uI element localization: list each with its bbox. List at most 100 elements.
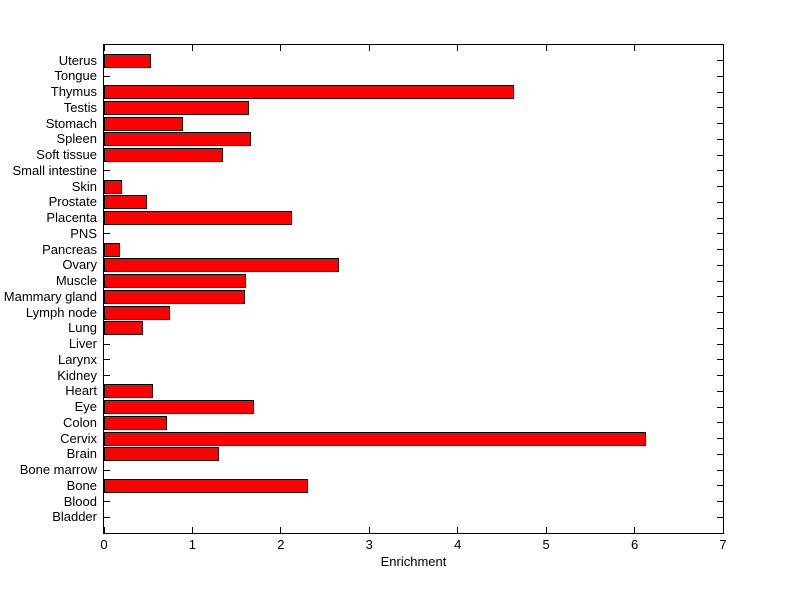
x-tick-bottom [545, 527, 547, 533]
y-tick-right [717, 375, 723, 377]
y-tick-label: Ovary [62, 257, 97, 273]
bar [104, 100, 250, 115]
y-tick-right [717, 217, 723, 219]
bar [104, 53, 151, 68]
bar [104, 242, 121, 257]
y-tick-right [717, 422, 723, 424]
x-tick-bottom [368, 527, 370, 533]
y-tick-label: Thymus [50, 84, 97, 100]
y-tick-right [717, 516, 723, 518]
bar [104, 447, 220, 462]
y-tick-right [717, 201, 723, 203]
y-tick-label: Cervix [60, 430, 97, 446]
y-tick-label: Testis [63, 99, 97, 115]
y-tick-right [717, 343, 723, 345]
x-tick-bottom [634, 527, 636, 533]
x-tick-bottom [722, 527, 724, 533]
y-tick-right [717, 138, 723, 140]
bar [104, 195, 147, 210]
y-tick-right [717, 359, 723, 361]
y-tick-right [717, 501, 723, 503]
y-tick-left [104, 75, 110, 77]
y-tick-right [717, 280, 723, 282]
y-tick-label: Placenta [46, 210, 97, 226]
x-tick-bottom [457, 527, 459, 533]
y-tick-right [717, 107, 723, 109]
x-tick-bottom [103, 527, 105, 533]
y-tick-label: Lymph node [25, 304, 97, 320]
bar [104, 400, 255, 415]
y-tick-label: Uterus [58, 52, 97, 68]
y-tick-right [717, 154, 723, 156]
y-tick-right [717, 75, 723, 77]
y-tick-label: Brain [66, 446, 97, 462]
y-tick-right [717, 186, 723, 188]
y-tick-right [717, 264, 723, 266]
y-tick-right [717, 469, 723, 471]
bar [104, 258, 340, 273]
bar [104, 431, 647, 446]
bar [104, 85, 514, 100]
y-tick-right [717, 406, 723, 408]
y-tick-left [104, 233, 110, 235]
y-tick-left [104, 375, 110, 377]
bar [104, 211, 293, 226]
y-tick-right [717, 438, 723, 440]
bar [104, 321, 144, 336]
x-tick-top [103, 45, 105, 51]
x-tick-bottom [191, 527, 193, 533]
x-tick-top [280, 45, 282, 51]
y-tick-right [717, 123, 723, 125]
y-tick-label: Bladder [52, 509, 97, 525]
x-tick-label: 6 [630, 537, 639, 552]
bar [104, 415, 167, 430]
bar [104, 305, 170, 320]
x-tick-top [722, 45, 724, 51]
y-tick-right [717, 170, 723, 172]
x-tick-top [634, 45, 636, 51]
bar [104, 274, 247, 289]
y-tick-right [717, 91, 723, 93]
y-tick-label: Tongue [54, 68, 97, 84]
x-tick-top [368, 45, 370, 51]
y-tick-label: Kidney [57, 367, 97, 383]
y-tick-right [717, 327, 723, 329]
x-tick-label: 3 [365, 537, 373, 552]
x-tick-label: 1 [188, 537, 197, 552]
x-tick-label: 0 [100, 537, 108, 552]
y-tick-left [104, 170, 110, 172]
bar [104, 289, 245, 304]
y-tick-right [717, 312, 723, 314]
y-tick-label: Lung [68, 320, 97, 336]
y-tick-label: Colon [63, 414, 97, 430]
x-tick-top [457, 45, 459, 51]
bar [104, 116, 183, 131]
y-tick-label: Liver [68, 336, 97, 352]
x-tick-label: 7 [719, 537, 727, 552]
bar [104, 148, 224, 163]
y-tick-right [717, 249, 723, 251]
bar [104, 179, 122, 194]
y-tick-left [104, 516, 110, 518]
y-tick-left [104, 469, 110, 471]
y-tick-right [717, 60, 723, 62]
y-tick-right [717, 453, 723, 455]
x-tick-label: 2 [277, 537, 285, 552]
y-tick-label: Bone marrow [19, 462, 97, 478]
y-tick-right [717, 233, 723, 235]
y-tick-label: Small intestine [12, 162, 97, 178]
y-tick-label: Muscle [55, 273, 97, 289]
plot-area [103, 44, 724, 534]
y-tick-label: Prostate [48, 194, 97, 210]
x-tick-top [191, 45, 193, 51]
y-tick-label: Stomach [45, 115, 97, 131]
x-tick-label: 4 [454, 537, 462, 552]
x-tick-top [545, 45, 547, 51]
y-tick-label: Soft tissue [36, 147, 97, 163]
y-tick-label: Larynx [57, 351, 97, 367]
y-tick-label: Bone [66, 477, 97, 493]
y-tick-label: Pancreas [42, 241, 97, 257]
x-tick-bottom [280, 527, 282, 533]
y-tick-right [717, 390, 723, 392]
